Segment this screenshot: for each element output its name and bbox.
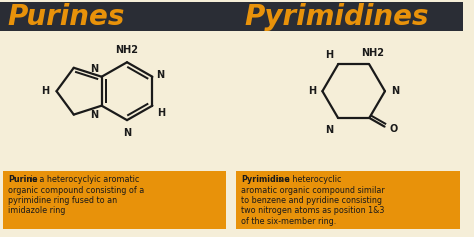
Text: N: N (91, 109, 99, 119)
Text: is a heterocyclic
aromatic organic compound similar
to benzene and pyridine cons: is a heterocyclic aromatic organic compo… (241, 175, 385, 226)
Text: N: N (123, 128, 131, 138)
Text: N: N (325, 125, 333, 135)
FancyBboxPatch shape (0, 2, 463, 31)
Text: Pyrimidine: Pyrimidine (241, 175, 290, 184)
Text: Purine: Purine (8, 175, 37, 184)
FancyBboxPatch shape (237, 171, 460, 229)
Text: N: N (91, 64, 99, 74)
Text: H: H (309, 86, 317, 96)
Text: Pyrimidines: Pyrimidines (244, 3, 429, 31)
Text: N: N (391, 86, 399, 96)
FancyBboxPatch shape (3, 171, 226, 229)
Text: Purines: Purines (8, 3, 125, 31)
Text: NH2: NH2 (116, 45, 138, 55)
Text: is a heterocyclyic aromatic
organic compound consisting of a
pyrimidine ring fus: is a heterocyclyic aromatic organic comp… (8, 175, 144, 215)
Text: N: N (156, 70, 164, 80)
Text: O: O (390, 123, 398, 133)
Text: NH2: NH2 (361, 48, 384, 58)
Text: H: H (42, 86, 50, 96)
Text: H: H (325, 50, 333, 60)
Text: H: H (157, 108, 165, 118)
